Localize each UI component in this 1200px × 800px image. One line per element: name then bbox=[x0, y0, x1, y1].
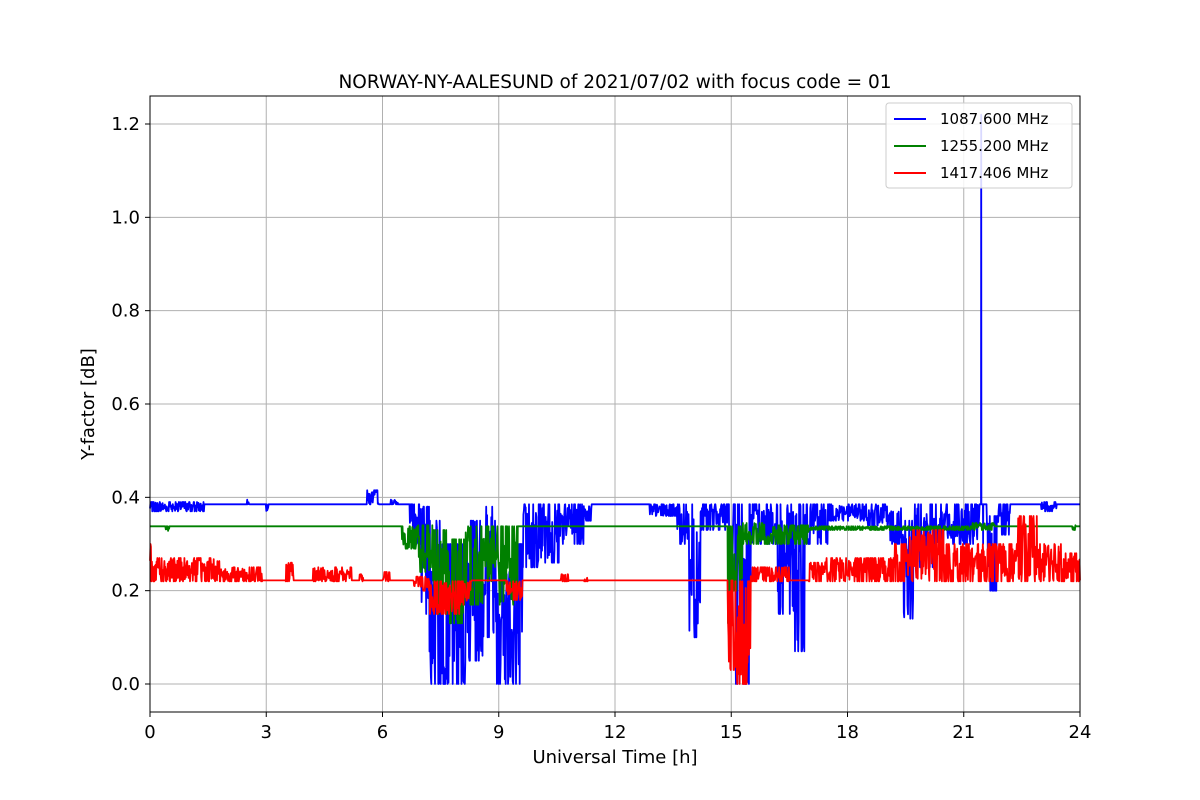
y-tick-label: 0.2 bbox=[111, 581, 140, 602]
series-lines bbox=[149, 113, 1081, 685]
x-tick-label: 12 bbox=[604, 722, 627, 743]
legend-label: 1417.406 MHz bbox=[940, 164, 1049, 182]
legend-label: 1087.600 MHz bbox=[940, 110, 1049, 128]
x-tick-label: 18 bbox=[836, 722, 859, 743]
x-tick-label: 9 bbox=[493, 722, 504, 743]
x-tick-label: 0 bbox=[144, 722, 155, 743]
y-axis-label: Y-factor [dB] bbox=[78, 348, 99, 461]
y-tick-label: 0.8 bbox=[111, 301, 140, 322]
x-tick-label: 24 bbox=[1069, 722, 1092, 743]
x-tick-label: 21 bbox=[952, 722, 975, 743]
y-tick-label: 0.0 bbox=[111, 674, 140, 695]
x-axis-label: Universal Time [h] bbox=[532, 747, 697, 768]
x-tick-label: 15 bbox=[720, 722, 743, 743]
legend: 1087.600 MHz 1255.200 MHz 1417.406 MHz bbox=[885, 102, 1073, 189]
y-tick-label: 0.6 bbox=[111, 394, 140, 415]
y-tick-label: 1.2 bbox=[111, 114, 140, 135]
legend-label: 1255.200 MHz bbox=[940, 137, 1049, 155]
y-tick-label: 1.0 bbox=[111, 207, 140, 228]
y-tick-label: 0.4 bbox=[111, 487, 140, 508]
series-line-2 bbox=[149, 522, 1081, 625]
x-tick-label: 3 bbox=[261, 722, 272, 743]
series-line-3 bbox=[149, 515, 1081, 685]
chart-title: NORWAY-NY-AALESUND of 2021/07/02 with fo… bbox=[338, 72, 891, 93]
x-tick-label: 6 bbox=[377, 722, 388, 743]
legend-box bbox=[885, 102, 1073, 189]
axis-ticks: 0 3 6 9 12 15 18 21 24 0.0 0.2 0.4 0.6 0.8 1.0 1.2 bbox=[111, 114, 1091, 743]
series-line-1 bbox=[149, 113, 1081, 685]
